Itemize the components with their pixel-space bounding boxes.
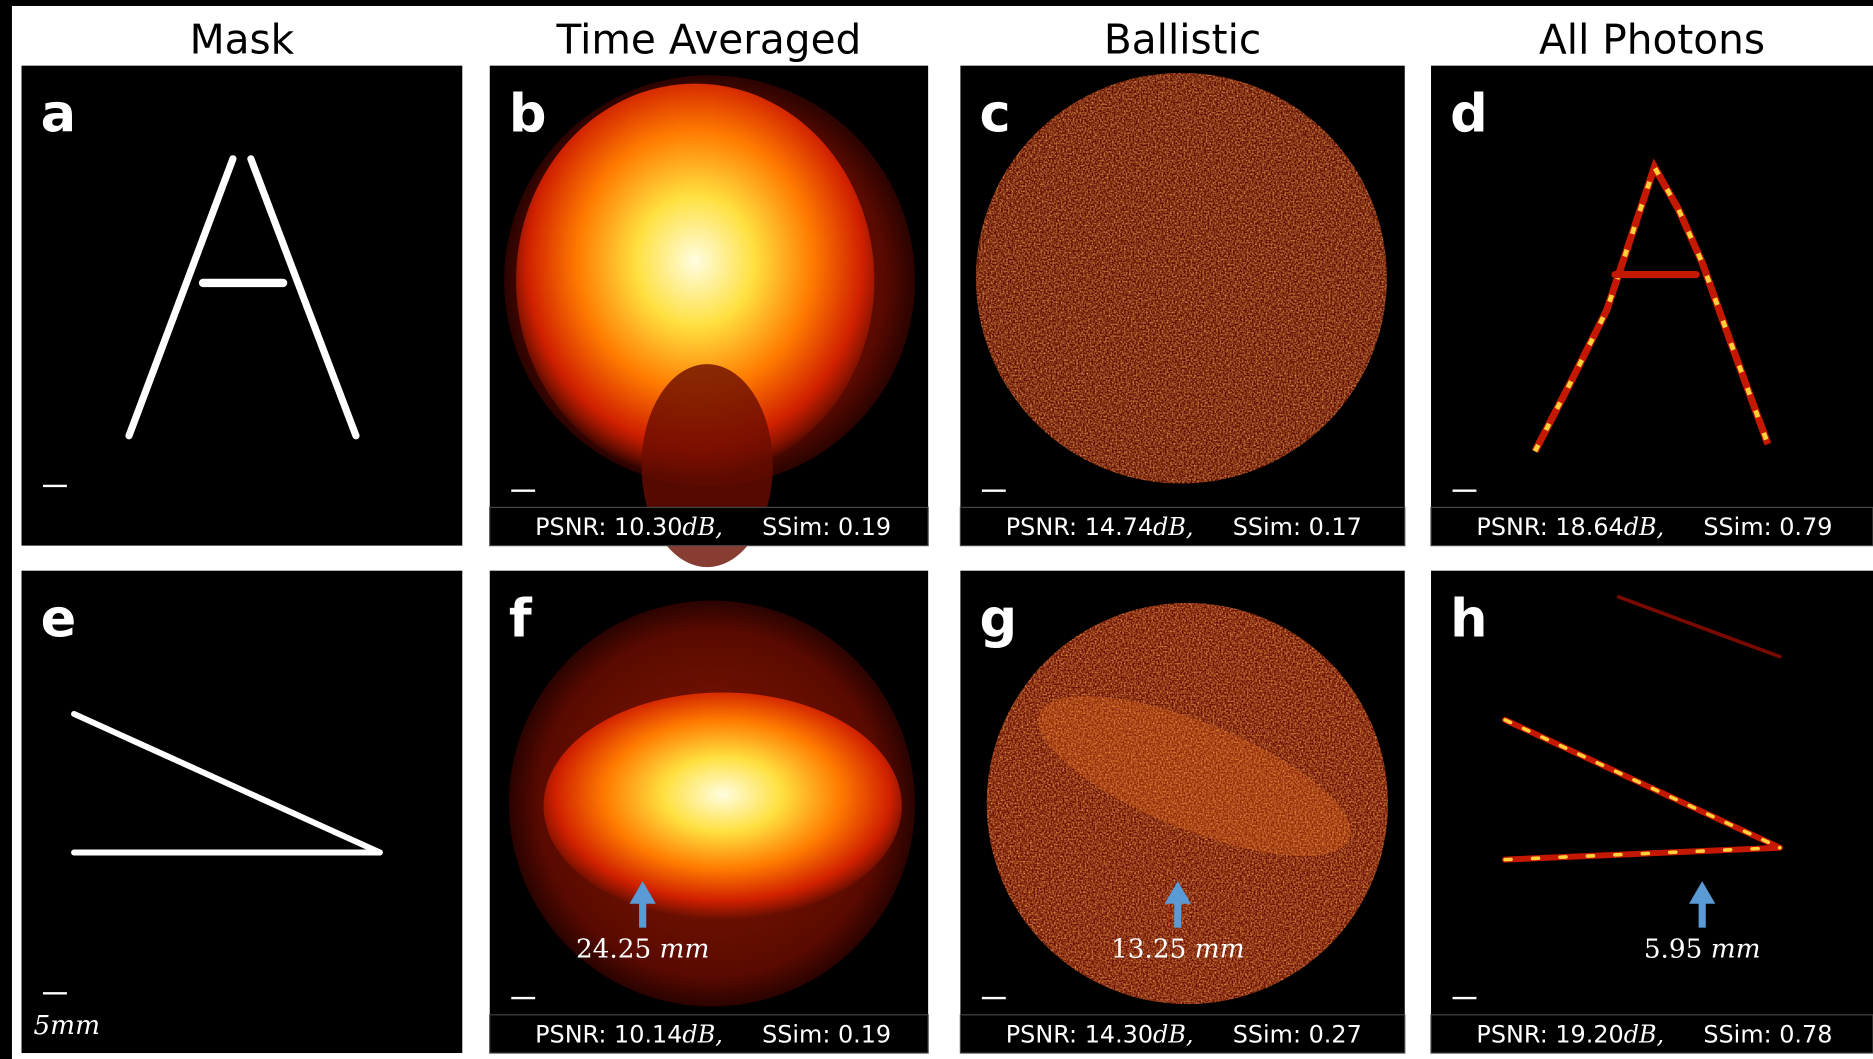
caption: PSNR: 14.74dB,	[1006, 513, 1194, 541]
panel-letter: b	[509, 83, 547, 144]
arrow-head	[629, 881, 656, 904]
left-border	[0, 0, 12, 1059]
stroke	[125, 155, 237, 440]
top-border	[0, 0, 1873, 6]
stroke	[1503, 845, 1782, 862]
caption-bar	[959, 1014, 1406, 1054]
panel-background	[1431, 570, 1873, 1054]
caption: PSNR: 18.64dB,	[1476, 513, 1664, 541]
psnr: PSNR: 19.20	[1476, 1020, 1623, 1048]
psnr: PSNR: 18.64	[1476, 513, 1623, 541]
ssim: SSim: 0.27	[1233, 1020, 1362, 1048]
psnr: PSNR: 10.30	[535, 513, 682, 541]
stroke	[247, 155, 360, 440]
caption: PSNR: 19.20dB,	[1476, 1020, 1664, 1048]
panel-letter: a	[41, 83, 76, 144]
psnr: PSNR: 14.74	[1006, 513, 1153, 541]
arrow-value: 24.25	[576, 935, 651, 965]
panel-letter: h	[1450, 588, 1487, 649]
panel-background	[21, 65, 463, 546]
caption: PSNR: 14.30dB,	[1006, 1020, 1194, 1048]
panel-background	[21, 570, 463, 1054]
psnr-unit: dB,	[1153, 513, 1193, 541]
arrow-label: 24.25 mm	[576, 935, 709, 965]
psnr-unit: dB,	[682, 1020, 722, 1048]
column-header: Time Averaged	[556, 16, 862, 64]
arrow-head	[1689, 881, 1716, 904]
arrow-label: 13.25 mm	[1111, 935, 1244, 965]
caption: PSNR: 10.14dB,	[535, 1020, 723, 1048]
column-header: All Photons	[1539, 16, 1765, 64]
caption-bar	[1430, 506, 1873, 547]
blur-blob	[543, 692, 902, 920]
caption-bar	[959, 506, 1406, 547]
panel: c PSNR: 14.74dB, SSim: 0.17	[959, 65, 1406, 547]
psnr: PSNR: 10.14	[535, 1020, 682, 1048]
psnr-unit: dB,	[1153, 1020, 1193, 1048]
arrow-unit: mm	[1711, 935, 1761, 965]
panel: a	[21, 65, 463, 546]
ssim: SSim: 0.78	[1703, 1020, 1832, 1048]
column-header: Ballistic	[1104, 16, 1261, 64]
column-header: Mask	[190, 16, 295, 64]
arrow-head	[1164, 881, 1191, 904]
speckle-noise	[975, 72, 1387, 484]
caption: PSNR: 10.30dB,	[535, 513, 723, 541]
speckle-noise	[986, 602, 1389, 1005]
ssim: SSim: 0.19	[762, 513, 891, 541]
panel: f PSNR: 10.14dB, SSim: 0.19 24.25 mm	[489, 570, 929, 1054]
caption-bar	[489, 506, 929, 547]
arrow-label: 5.95 mm	[1644, 935, 1761, 965]
psnr-unit: dB,	[1624, 1020, 1664, 1048]
panel-letter: f	[509, 588, 533, 649]
panel: h PSNR: 19.20dB, SSim: 0.78 5.95 mm	[1430, 570, 1873, 1054]
arrow-unit: mm	[1195, 935, 1245, 965]
scale-label: 5mm	[33, 1011, 100, 1041]
panel: g PSNR: 14.30dB, SSim: 0.27 13.25 mm	[959, 570, 1406, 1054]
ssim: SSim: 0.19	[762, 1020, 891, 1048]
panel-letter: g	[980, 588, 1018, 649]
caption-bar	[1430, 1014, 1873, 1054]
ssim: SSim: 0.79	[1703, 513, 1832, 541]
arrow-value: 13.25	[1111, 935, 1186, 965]
panel-letter: d	[1450, 83, 1488, 144]
psnr-unit: dB,	[1624, 513, 1664, 541]
panel: d PSNR: 18.64dB, SSim: 0.79	[1430, 65, 1873, 547]
panel-letter: e	[41, 588, 77, 649]
panel-background	[1431, 65, 1873, 546]
stroke	[1616, 595, 1782, 659]
psnr: PSNR: 14.30	[1006, 1020, 1153, 1048]
speckle-band	[1038, 696, 1351, 857]
ssim: SSim: 0.17	[1233, 513, 1362, 541]
stroke	[1502, 716, 1783, 851]
panel: e 5mm	[21, 570, 463, 1054]
psnr-unit: dB,	[682, 513, 722, 541]
blur-blob	[516, 83, 875, 478]
panel-letter: c	[980, 83, 1011, 144]
panel: b PSNR: 10.30dB, SSim: 0.19	[489, 65, 929, 568]
recon-line	[1531, 158, 1772, 453]
stroke	[71, 710, 383, 856]
arrow-unit: mm	[660, 935, 710, 965]
caption-bar	[489, 1014, 929, 1054]
arrow-value: 5.95	[1644, 935, 1702, 965]
